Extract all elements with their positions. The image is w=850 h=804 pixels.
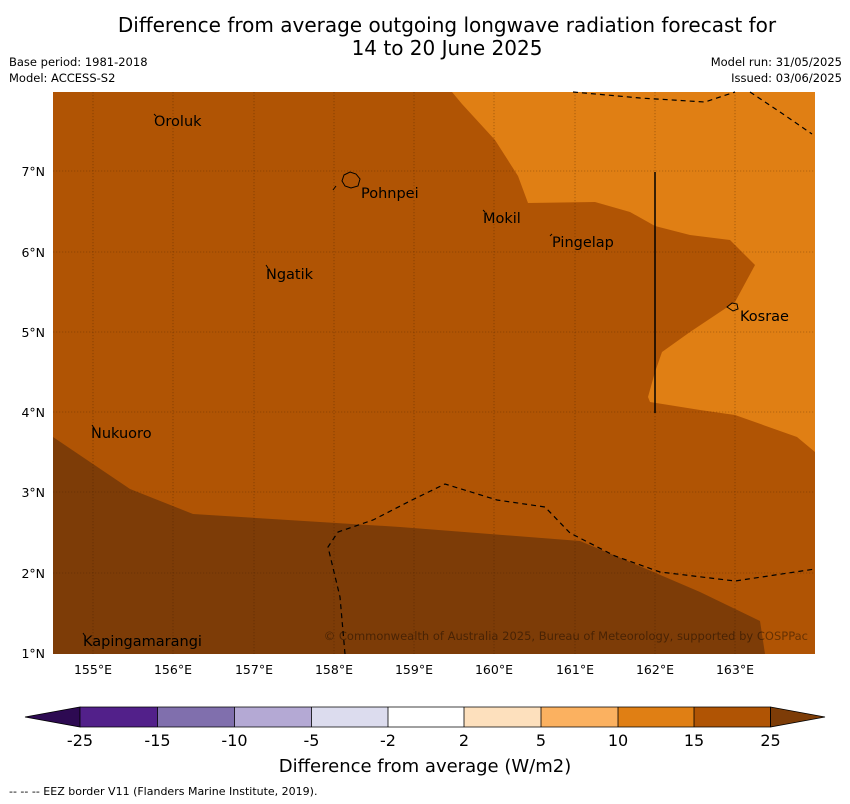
lon-label: 157°E	[235, 662, 273, 677]
place-label-kosrae: Kosrae	[740, 309, 789, 325]
colorbar-segment	[694, 707, 771, 727]
eez-legend-note: -- -- -- EEZ border V11 (Flanders Marine…	[9, 785, 318, 798]
region-above-25	[53, 437, 765, 654]
place-label-ngatik: Ngatik	[266, 267, 314, 283]
lat-label: 7°N	[21, 164, 45, 179]
lat-label: 2°N	[21, 566, 45, 581]
colorbar-tick: 2	[459, 731, 469, 750]
base-period: Base period: 1981-2018	[9, 55, 148, 69]
pohnpei-island	[341, 171, 361, 189]
colorbar-tick: -10	[221, 731, 247, 750]
colorbar-segment	[464, 707, 541, 727]
pohnpei-reef	[332, 185, 337, 191]
colorbar-tick: 10	[608, 731, 628, 750]
kosrae-island	[726, 302, 739, 312]
colorbar-under-arrow	[24, 706, 81, 728]
info-left: Base period: 1981-2018 Model: ACCESS-S2	[9, 54, 148, 86]
ngatik-atoll	[265, 264, 269, 269]
title-line-2: 14 to 20 June 2025	[351, 36, 543, 60]
lat-label: 1°N	[21, 646, 45, 661]
nukuoro-atoll	[91, 424, 95, 429]
colorbar-tick-labels: -25 -15 -10 -5 -2 2 5 10 15 25	[67, 731, 781, 750]
eez-border-north	[572, 91, 736, 103]
place-labels: Oroluk Pohnpei Mokil Pingelap Ngatik Kos…	[83, 114, 789, 650]
copyright-notice: © Commonwealth of Australia 2025, Bureau…	[324, 629, 808, 643]
title-line-1: Difference from average outgoing longwav…	[117, 13, 777, 37]
island-outlines	[82, 113, 739, 637]
colorbar-segment	[311, 707, 388, 727]
colorbar: -25 -15 -10 -5 -2 2 5 10 15 25 Differenc…	[24, 706, 826, 777]
lat-label: 5°N	[21, 325, 45, 340]
colorbar-segment	[80, 707, 158, 727]
lon-label: 162°E	[636, 662, 674, 677]
map-canvas	[53, 92, 815, 654]
graticule	[53, 92, 815, 654]
kapingamarangi-atoll	[82, 632, 86, 637]
place-label-kapingamarangi: Kapingamarangi	[83, 634, 202, 650]
longitude-labels: 155°E 156°E 157°E 158°E 159°E 160°E 161°…	[74, 662, 754, 677]
eez-border-northeast	[749, 91, 813, 135]
place-label-pohnpei: Pohnpei	[361, 186, 419, 202]
lon-label: 158°E	[315, 662, 353, 677]
issued-date: Issued: 03/06/2025	[731, 71, 842, 85]
lon-label: 163°E	[716, 662, 754, 677]
colorbar-tick: -15	[144, 731, 170, 750]
map-title: Difference from average outgoing longwav…	[0, 14, 850, 60]
place-label-nukuoro: Nukuoro	[91, 426, 152, 442]
mokil-atoll	[482, 209, 486, 213]
pingelap-atoll	[549, 233, 553, 237]
colorbar-segment	[541, 707, 618, 727]
model-name: Model: ACCESS-S2	[9, 71, 116, 85]
colorbar-segment	[618, 707, 694, 727]
lon-label: 160°E	[475, 662, 513, 677]
info-right: Model run: 31/05/2025 Issued: 03/06/2025	[711, 54, 842, 86]
eez-border-south	[327, 483, 816, 655]
place-label-oroluk: Oroluk	[154, 114, 202, 130]
colorbar-over-arrow	[770, 706, 826, 728]
lat-label: 4°N	[21, 405, 45, 420]
lon-label: 159°E	[395, 662, 433, 677]
latitude-labels: 1°N 2°N 3°N 4°N 5°N 6°N 7°N	[21, 164, 45, 661]
colorbar-segment	[234, 707, 312, 727]
colorbar-tick: 25	[760, 731, 780, 750]
colorbar-dividers	[79, 706, 771, 728]
oroluk-atoll	[153, 113, 157, 117]
lon-label: 161°E	[556, 662, 594, 677]
colorbar-segment	[157, 707, 235, 727]
colorbar-label: Difference from average (W/m2)	[279, 756, 571, 777]
colorbar-tick: -5	[304, 731, 320, 750]
lon-label: 156°E	[154, 662, 192, 677]
place-label-pingelap: Pingelap	[552, 235, 614, 251]
lon-label: 155°E	[74, 662, 112, 677]
colorbar-segment	[388, 707, 464, 727]
place-label-mokil: Mokil	[483, 211, 521, 227]
lat-label: 3°N	[21, 485, 45, 500]
model-run: Model run: 31/05/2025	[710, 55, 842, 69]
eez-borders	[327, 91, 816, 655]
lat-label: 6°N	[21, 245, 45, 260]
colorbar-tick: -2	[380, 731, 396, 750]
colorbar-tick: 5	[536, 731, 546, 750]
colorbar-tick: -25	[67, 731, 93, 750]
colorbar-tick: 15	[684, 731, 704, 750]
region-10-to-15	[452, 92, 815, 452]
